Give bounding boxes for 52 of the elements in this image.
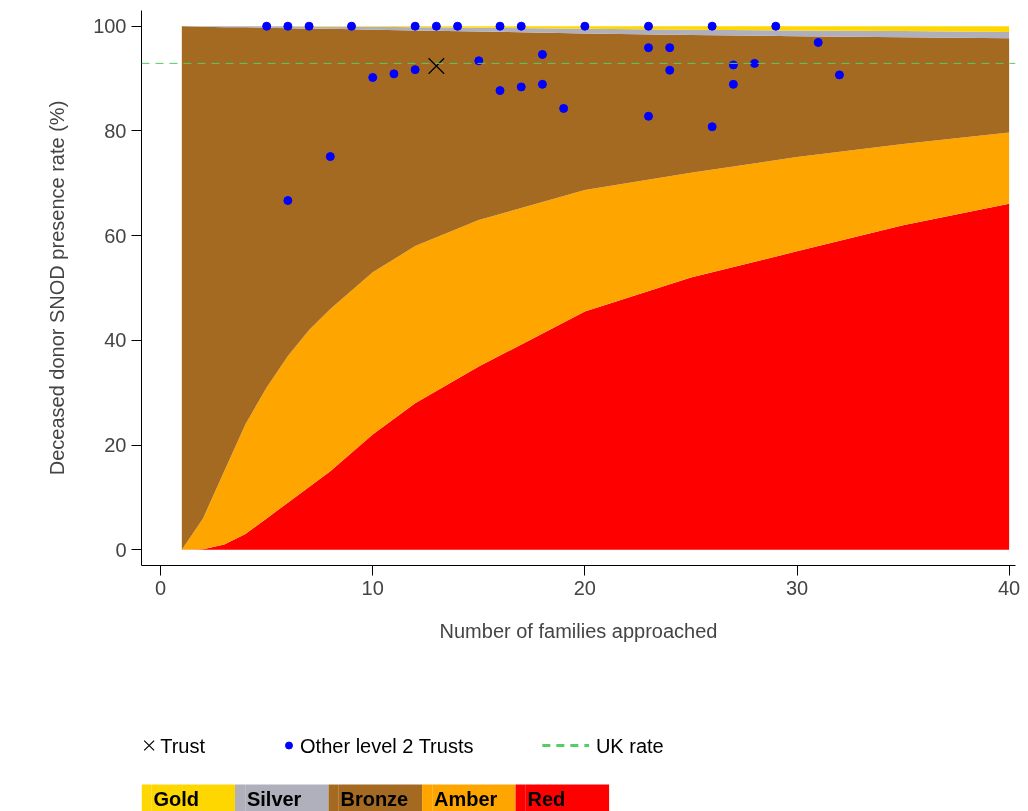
point [262, 21, 272, 31]
point [516, 21, 526, 31]
legend-label: Red [527, 787, 566, 810]
point [474, 56, 484, 66]
point [495, 86, 505, 96]
y-tick-label: 40 [104, 329, 127, 352]
point [495, 21, 505, 31]
point [771, 21, 781, 31]
point [728, 79, 738, 89]
point [834, 70, 844, 80]
legend-label: Gold [153, 787, 199, 810]
y-tick-label: 100 [93, 15, 127, 38]
point [707, 21, 717, 31]
x-tick-label: 40 [998, 576, 1021, 599]
x-tick-label: 10 [361, 576, 384, 599]
y-axis-title: Deceased donor SNOD presence rate (%) [46, 100, 69, 476]
point [431, 21, 441, 31]
y-tick-label: 80 [104, 119, 127, 142]
y-tick-label: 20 [104, 434, 127, 457]
legend-label: Other level 2 Trusts [300, 734, 474, 757]
point [410, 65, 420, 75]
y-tick-label: 60 [104, 224, 127, 247]
point [707, 122, 717, 132]
point [537, 49, 547, 59]
point [665, 65, 675, 75]
point [644, 21, 653, 31]
point [580, 21, 590, 31]
point [813, 37, 823, 47]
point [347, 21, 357, 31]
point [283, 21, 293, 31]
y-tick-label: 0 [115, 538, 127, 561]
point [644, 43, 653, 53]
point [325, 152, 335, 162]
point [410, 21, 420, 31]
point [453, 21, 463, 31]
legend-label: Trust [160, 734, 206, 757]
point [750, 58, 760, 68]
point [283, 196, 293, 206]
x-tick-label: 0 [155, 576, 167, 599]
point [665, 43, 675, 53]
x-axis-title: Number of families approached [439, 619, 718, 642]
legend-label: UK rate [595, 734, 664, 757]
point [559, 103, 569, 113]
point [389, 69, 399, 79]
point [427, 57, 445, 75]
x-tick-label: 20 [573, 576, 596, 599]
point [537, 79, 547, 89]
x-tick-label: 30 [785, 576, 809, 599]
point [368, 73, 378, 83]
point [644, 111, 653, 121]
point [304, 21, 314, 31]
point [516, 82, 526, 92]
